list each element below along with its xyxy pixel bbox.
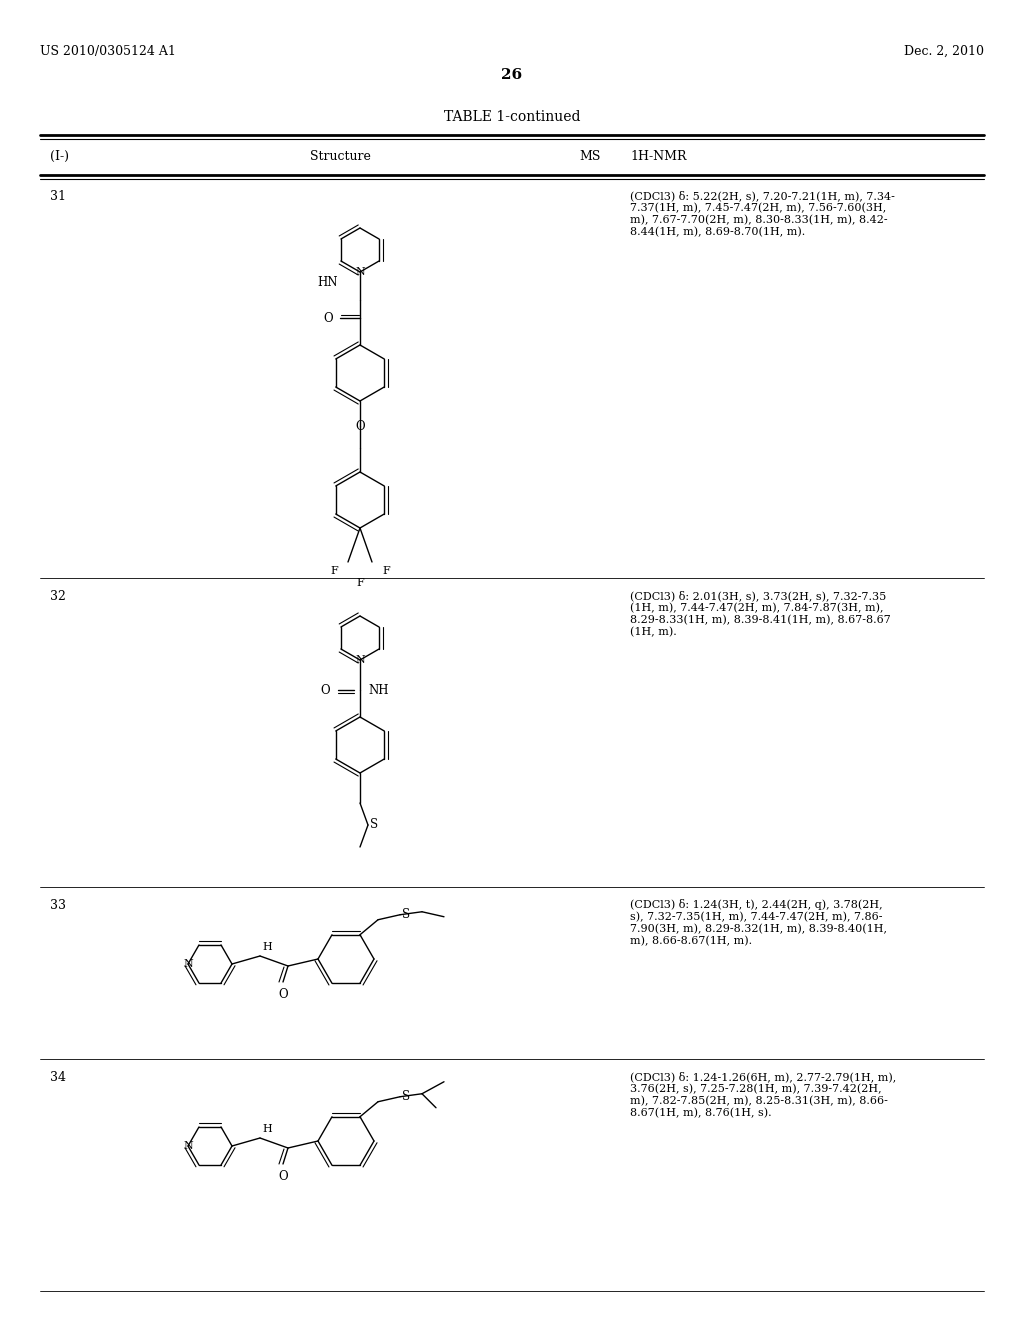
Text: O: O bbox=[355, 420, 365, 433]
Text: H: H bbox=[262, 1125, 271, 1134]
Text: F: F bbox=[330, 566, 338, 576]
Text: (CDCl3) δ: 1.24-1.26(6H, m), 2.77-2.79(1H, m),
3.76(2H, s), 7.25-7.28(1H, m), 7.: (CDCl3) δ: 1.24-1.26(6H, m), 2.77-2.79(1… bbox=[630, 1071, 896, 1118]
Text: NH: NH bbox=[368, 684, 388, 697]
Text: 34: 34 bbox=[50, 1071, 66, 1084]
Text: S: S bbox=[402, 908, 411, 921]
Text: O: O bbox=[324, 312, 333, 325]
Text: 1H-NMR: 1H-NMR bbox=[630, 150, 686, 162]
Text: N: N bbox=[355, 267, 365, 277]
Text: N: N bbox=[355, 655, 365, 665]
Text: N: N bbox=[183, 960, 193, 969]
Text: N: N bbox=[183, 1140, 193, 1151]
Text: S: S bbox=[402, 1090, 411, 1104]
Text: (CDCl3) δ: 5.22(2H, s), 7.20-7.21(1H, m), 7.34-
7.37(1H, m), 7.45-7.47(2H, m), 7: (CDCl3) δ: 5.22(2H, s), 7.20-7.21(1H, m)… bbox=[630, 190, 895, 236]
Text: F: F bbox=[382, 566, 390, 576]
Text: 31: 31 bbox=[50, 190, 66, 203]
Text: 26: 26 bbox=[502, 69, 522, 82]
Text: Dec. 2, 2010: Dec. 2, 2010 bbox=[904, 45, 984, 58]
Text: O: O bbox=[279, 987, 288, 1001]
Text: HN: HN bbox=[317, 276, 338, 289]
Text: Structure: Structure bbox=[309, 150, 371, 162]
Text: (CDCl3) δ: 2.01(3H, s), 3.73(2H, s), 7.32-7.35
(1H, m), 7.44-7.47(2H, m), 7.84-7: (CDCl3) δ: 2.01(3H, s), 3.73(2H, s), 7.3… bbox=[630, 590, 891, 636]
Text: S: S bbox=[370, 818, 378, 832]
Text: TABLE 1-continued: TABLE 1-continued bbox=[443, 110, 581, 124]
Text: MS: MS bbox=[580, 150, 601, 162]
Text: (CDCl3) δ: 1.24(3H, t), 2.44(2H, q), 3.78(2H,
s), 7.32-7.35(1H, m), 7.44-7.47(2H: (CDCl3) δ: 1.24(3H, t), 2.44(2H, q), 3.7… bbox=[630, 899, 887, 946]
Text: (I-): (I-) bbox=[50, 150, 69, 162]
Text: US 2010/0305124 A1: US 2010/0305124 A1 bbox=[40, 45, 176, 58]
Text: 32: 32 bbox=[50, 590, 66, 603]
Text: H: H bbox=[262, 942, 271, 952]
Text: 33: 33 bbox=[50, 899, 66, 912]
Text: F: F bbox=[356, 578, 364, 587]
Text: O: O bbox=[279, 1170, 288, 1183]
Text: O: O bbox=[321, 684, 330, 697]
